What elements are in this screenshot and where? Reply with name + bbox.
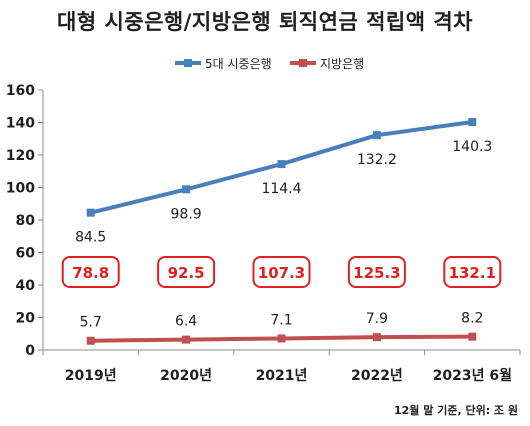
y-tick-label: 80: [16, 213, 36, 229]
gap-label: 107.3: [258, 264, 305, 282]
legend-label: 5대 시중은행: [205, 56, 272, 71]
data-point: [277, 334, 286, 343]
data-label: 5.7: [80, 315, 102, 331]
data-label: 84.5: [75, 230, 106, 246]
y-tick-label: 160: [6, 83, 35, 99]
data-label: 98.9: [171, 206, 202, 222]
data-point: [86, 336, 95, 345]
data-point: [277, 160, 286, 169]
data-point: [372, 333, 381, 342]
legend: 5대 시중은행 지방은행: [175, 56, 364, 71]
chart-title: 대형 시중은행/지방은행 퇴직연금 적립액 격차: [57, 10, 473, 34]
y-tick-label: 100: [6, 181, 35, 197]
gap-label: 78.8: [72, 264, 109, 282]
x-tick-label: 2021년: [256, 368, 308, 384]
gap-labels: 78.8 92.5 107.3 125.3 132.1: [61, 256, 502, 288]
gap-box: [347, 256, 406, 288]
data-label: 8.2: [461, 311, 483, 327]
legend-label: 지방은행: [320, 56, 364, 71]
data-point: [468, 332, 477, 341]
y-tick-label: 40: [16, 278, 36, 294]
legend-marker: [184, 59, 192, 67]
y-tick-label: 20: [16, 311, 36, 327]
unit-note: 12월 말 기준, 단위: 조 원: [394, 404, 518, 417]
legend-marker: [299, 59, 307, 67]
data-point: [182, 335, 191, 344]
series-lines: [86, 118, 477, 345]
y-tick-label: 60: [16, 246, 36, 262]
x-tick-label: 2022년: [351, 368, 403, 384]
gap-label: 132.1: [449, 264, 496, 282]
x-tick-label: 2020년: [160, 368, 212, 384]
y-tick-label: 120: [6, 148, 35, 164]
gap-box: [61, 256, 120, 288]
data-point: [182, 185, 191, 194]
data-point: [372, 131, 381, 140]
x-tick-label: 2019년: [65, 368, 117, 384]
gap-box: [157, 256, 216, 288]
data-labels: 84.5 98.9 114.4 132.2 140.3 5.7 6.4 7.1 7.9 8.2: [75, 139, 492, 331]
axes: 0 20 40 60 80 100 120 140 160 2019년 2020년 2021년 2022…: [6, 83, 521, 384]
y-tick-label: 140: [6, 116, 35, 132]
gap-label: 125.3: [353, 264, 400, 282]
y-tick-label: 0: [25, 343, 35, 359]
data-label: 7.9: [366, 311, 388, 327]
gap-label: 92.5: [168, 264, 205, 282]
data-label: 114.4: [261, 181, 301, 197]
data-label: 140.3: [452, 139, 492, 155]
x-tick-label: 2023년 6월: [433, 367, 512, 384]
data-point: [468, 118, 477, 127]
data-label: 6.4: [175, 314, 197, 330]
data-label: 7.1: [270, 312, 292, 328]
gap-box: [443, 256, 502, 288]
data-label: 132.2: [357, 152, 397, 168]
gap-box: [252, 256, 311, 288]
data-point: [86, 208, 95, 217]
